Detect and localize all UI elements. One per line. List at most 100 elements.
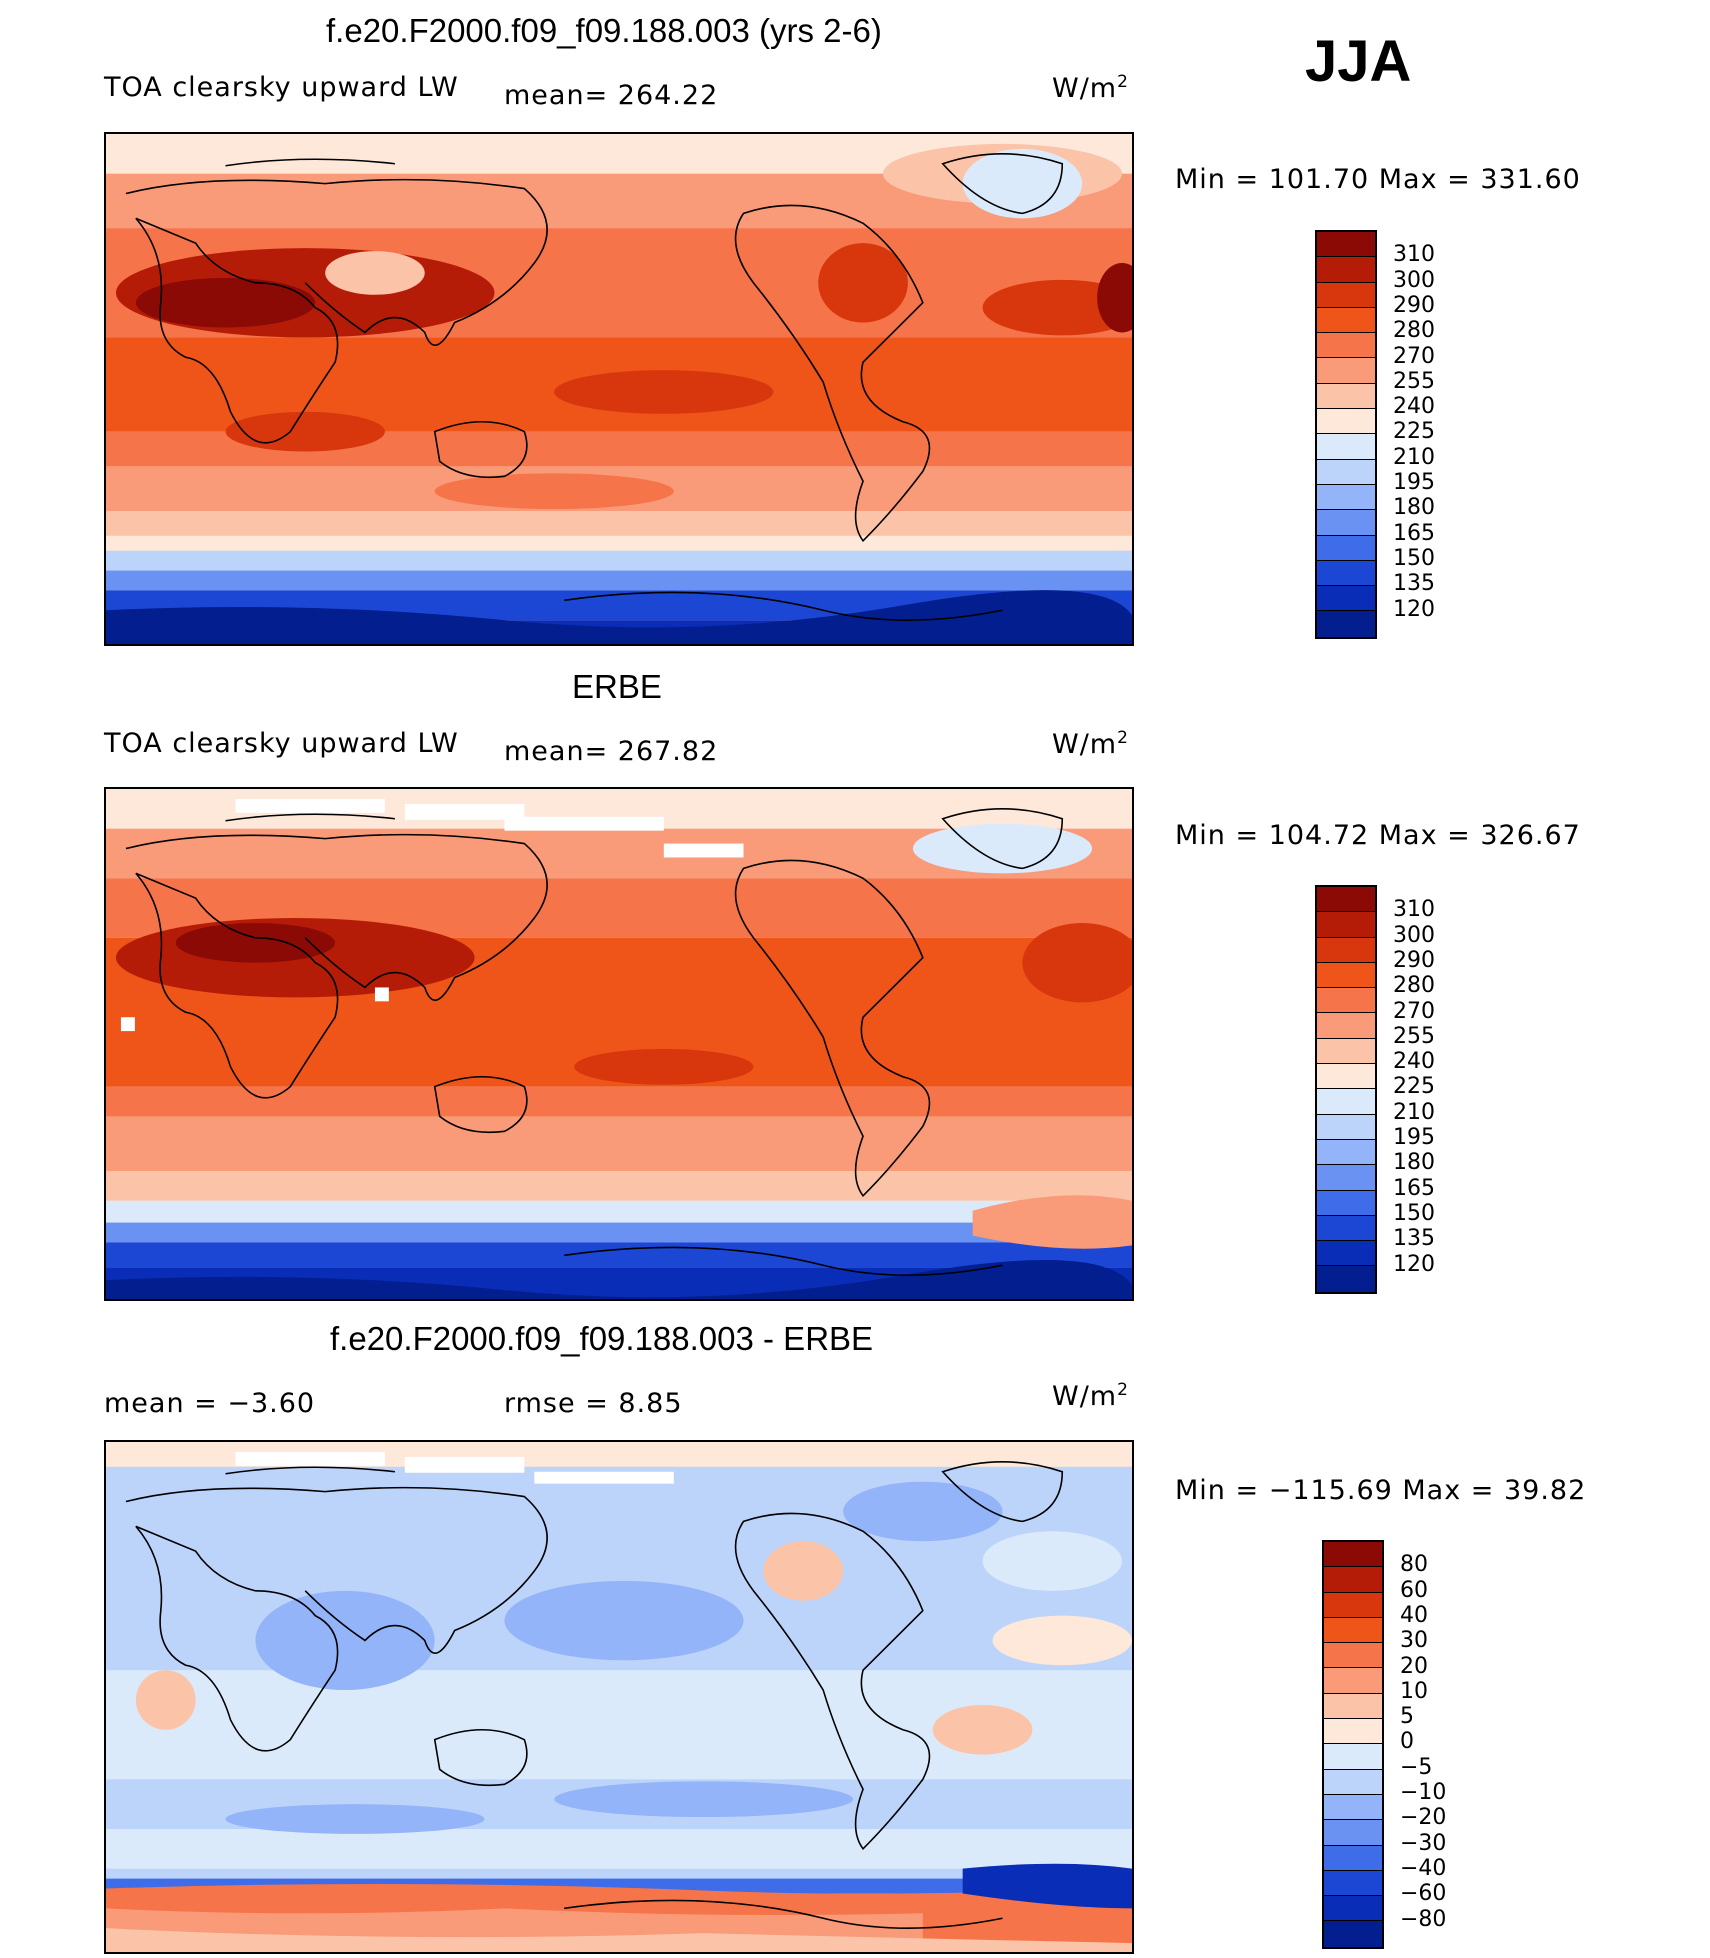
- colorbar-swatch: [1324, 1794, 1382, 1821]
- colorbar-tick-label: 300: [1393, 267, 1435, 293]
- colorbar-swatch: [1317, 560, 1375, 587]
- colorbar-swatch: [1324, 1820, 1382, 1846]
- colorbar-tick-label: 80: [1400, 1552, 1428, 1578]
- colorbar-tick-label: 195: [1393, 470, 1435, 495]
- colorbar-swatch: [1324, 1643, 1382, 1669]
- colorbar-tick-label: 310: [1393, 897, 1435, 923]
- colorbar-swatch: [1324, 1921, 1382, 1947]
- panel1-title: f.e20.F2000.f09_f09.188.003 (yrs 2-6): [326, 12, 882, 49]
- colorbar-swatch: [1317, 1089, 1375, 1115]
- colorbar-tick-label: −20: [1400, 1805, 1447, 1831]
- colorbar-swatch: [1317, 484, 1375, 511]
- colorbar-swatch: [1324, 1567, 1382, 1593]
- panel2-variable-label: TOA clearsky upward LW: [104, 728, 459, 759]
- colorbar-swatch: [1317, 1165, 1375, 1191]
- season-label: JJA: [1305, 29, 1412, 94]
- panel3-minmax: Min = −115.69 Max = 39.82: [1175, 1475, 1587, 1506]
- colorbar-tick-label: −10: [1400, 1780, 1447, 1805]
- colorbar-swatch: [1317, 510, 1375, 536]
- colorbar-swatch: [1317, 358, 1375, 384]
- colorbar-tick-label: 0: [1400, 1729, 1414, 1755]
- colorbar-tick-label: −5: [1400, 1754, 1433, 1780]
- panel2-units: W/m2: [1052, 728, 1129, 760]
- colorbar-tick-label: 210: [1393, 444, 1435, 470]
- colorbar-swatch: [1317, 434, 1375, 460]
- colorbar-swatch: [1324, 1845, 1382, 1871]
- colorbar-swatch: [1317, 1215, 1375, 1242]
- panel2-title: ERBE: [572, 668, 662, 705]
- colorbar-swatch: [1317, 282, 1375, 308]
- colorbar-tick-label: 5: [1400, 1704, 1414, 1730]
- panel1-colorbar-swatches: [1315, 230, 1377, 639]
- colorbar-tick-label: 135: [1393, 1226, 1435, 1252]
- colorbar-swatch: [1324, 1542, 1382, 1568]
- colorbar-swatch: [1324, 1744, 1382, 1770]
- colorbar-swatch: [1317, 611, 1375, 637]
- panel2-map: [104, 787, 1134, 1301]
- panel3-colorbar-swatches: [1322, 1540, 1384, 1949]
- colorbar-swatch: [1324, 1719, 1382, 1745]
- colorbar-swatch: [1317, 1114, 1375, 1140]
- colorbar-tick-label: 150: [1393, 1200, 1435, 1226]
- colorbar-swatch: [1317, 1139, 1375, 1166]
- panel3-mean-label: mean = −3.60: [104, 1388, 316, 1419]
- colorbar-swatch: [1317, 937, 1375, 963]
- colorbar-tick-label: 225: [1393, 419, 1435, 445]
- colorbar-swatch: [1324, 1769, 1382, 1795]
- colorbar-swatch: [1317, 257, 1375, 283]
- colorbar-swatch: [1317, 586, 1375, 612]
- colorbar-swatch: [1317, 962, 1375, 989]
- panel1-map: [104, 132, 1134, 646]
- colorbar-swatch: [1317, 988, 1375, 1014]
- colorbar-swatch: [1317, 459, 1375, 485]
- colorbar-tick-label: 310: [1393, 242, 1435, 268]
- colorbar-tick-label: 280: [1393, 973, 1435, 999]
- panel3-map: [104, 1440, 1134, 1954]
- colorbar-tick-label: 300: [1393, 922, 1435, 948]
- colorbar-tick-label: 120: [1393, 1251, 1435, 1277]
- panel3-units: W/m2: [1052, 1380, 1129, 1412]
- colorbar-tick-label: −30: [1400, 1830, 1447, 1856]
- panel3-title: f.e20.F2000.f09_f09.188.003 - ERBE: [330, 1320, 874, 1357]
- colorbar-swatch: [1317, 535, 1375, 561]
- colorbar-tick-label: 120: [1393, 596, 1435, 622]
- colorbar-tick-label: −40: [1400, 1855, 1447, 1881]
- colorbar-swatch: [1317, 887, 1375, 913]
- colorbar-swatch: [1317, 409, 1375, 435]
- panel2-mean-label: mean= 267.82: [504, 736, 719, 767]
- colorbar-swatch: [1317, 912, 1375, 938]
- colorbar-swatch: [1317, 1266, 1375, 1292]
- colorbar-swatch: [1317, 333, 1375, 359]
- colorbar-swatch: [1324, 1617, 1382, 1644]
- colorbar-tick-label: −60: [1400, 1881, 1447, 1907]
- colorbar-tick-label: 30: [1400, 1628, 1428, 1654]
- panel1-units: W/m2: [1052, 72, 1129, 104]
- panel1-mean-label: mean= 264.22: [504, 80, 719, 111]
- colorbar-tick-label: 20: [1400, 1653, 1428, 1679]
- colorbar-tick-label: 270: [1393, 998, 1435, 1024]
- colorbar-tick-label: 270: [1393, 343, 1435, 369]
- panel2-colorbar-swatches: [1315, 885, 1377, 1294]
- colorbar-swatch: [1317, 383, 1375, 410]
- colorbar-swatch: [1324, 1870, 1382, 1897]
- colorbar-tick-label: 195: [1393, 1125, 1435, 1150]
- panel1-variable-label: TOA clearsky upward LW: [104, 72, 459, 103]
- colorbar-swatch: [1317, 307, 1375, 334]
- colorbar-tick-label: 165: [1393, 1175, 1435, 1201]
- colorbar-tick-label: 180: [1393, 1150, 1435, 1176]
- colorbar-tick-label: 290: [1393, 292, 1435, 318]
- panel2-minmax: Min = 104.72 Max = 326.67: [1175, 820, 1581, 851]
- colorbar-tick-label: 255: [1393, 368, 1435, 394]
- colorbar-swatch: [1317, 1064, 1375, 1090]
- colorbar-swatch: [1317, 1190, 1375, 1216]
- colorbar-tick-label: 280: [1393, 318, 1435, 344]
- colorbar-tick-label: 255: [1393, 1023, 1435, 1049]
- colorbar-tick-label: 240: [1393, 1049, 1435, 1075]
- colorbar-swatch: [1317, 1013, 1375, 1039]
- colorbar-tick-label: 290: [1393, 947, 1435, 973]
- colorbar-swatch: [1324, 1896, 1382, 1922]
- panel1-minmax: Min = 101.70 Max = 331.60: [1175, 164, 1581, 195]
- colorbar-swatch: [1317, 1241, 1375, 1267]
- colorbar-tick-label: 180: [1393, 495, 1435, 521]
